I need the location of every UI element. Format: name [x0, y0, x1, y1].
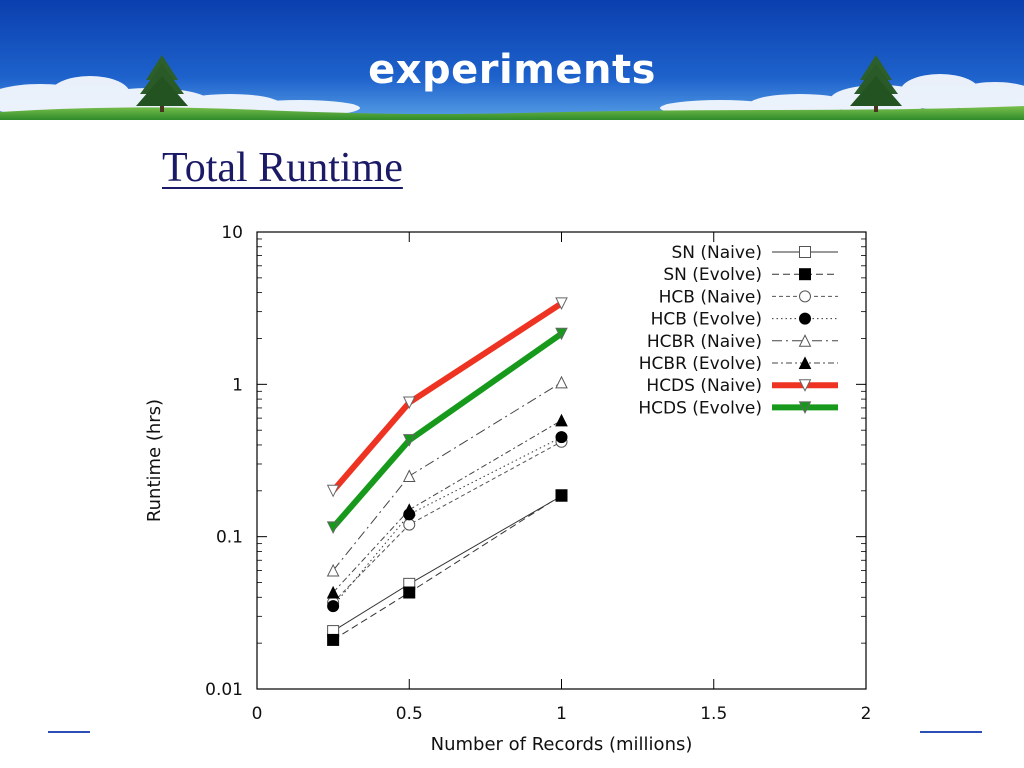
legend-marker	[799, 312, 811, 325]
legend-label: HCBR (Evolve)	[639, 354, 762, 374]
legend-label: SN (Evolve)	[663, 265, 762, 285]
data-point	[402, 396, 416, 410]
slide-banner: experiments	[0, 0, 1024, 120]
x-tick-label: 1.5	[700, 704, 727, 724]
data-point	[402, 434, 416, 447]
x-tick-label: 0	[252, 704, 263, 724]
series-line-0	[332, 495, 562, 632]
legend-label: HCDS (Evolve)	[638, 398, 762, 418]
legend-marker	[798, 401, 812, 415]
footer-line-right	[920, 731, 982, 733]
legend-marker	[799, 290, 811, 303]
series-line-3	[332, 436, 562, 607]
y-tick-label: 0.1	[216, 528, 243, 548]
y-tick-label: 0.01	[205, 680, 243, 700]
legend-marker	[799, 246, 811, 258]
data-point	[555, 431, 568, 444]
legend-marker	[799, 268, 811, 281]
cloud-left-icon	[0, 76, 360, 116]
data-point	[555, 327, 568, 341]
y-axis-label: Runtime (hrs)	[144, 399, 165, 522]
tree-left-icon	[136, 55, 188, 112]
series-line-5	[332, 419, 562, 593]
legend-label: HCBR (Naive)	[647, 332, 762, 352]
x-tick-label: 1	[556, 704, 567, 724]
legend-label: SN (Naive)	[671, 243, 762, 263]
x-tick-label: 2	[861, 704, 872, 724]
tree-right-icon	[850, 55, 902, 112]
data-point	[555, 297, 568, 310]
banner-background	[0, 0, 1024, 120]
series-line-7	[330, 331, 564, 530]
data-point	[327, 600, 340, 613]
data-point	[402, 503, 416, 516]
data-point	[326, 585, 340, 599]
series-line-6	[330, 300, 564, 493]
data-point	[555, 413, 568, 427]
y-tick-label: 1	[232, 375, 243, 395]
legend-marker	[798, 379, 812, 392]
series-line-2	[332, 441, 562, 603]
y-tick-label: 10	[221, 223, 243, 243]
slide-subtitle: Total Runtime	[162, 145, 403, 191]
x-tick-label: 0.5	[396, 704, 423, 724]
legend-label: HCDS (Naive)	[646, 376, 762, 396]
data-point	[327, 633, 340, 646]
data-point	[402, 469, 416, 483]
data-point	[326, 563, 340, 577]
data-point	[555, 375, 568, 389]
legend-label: HCB (Naive)	[659, 287, 762, 307]
legend-label: HCB (Evolve)	[651, 310, 762, 330]
legend-marker	[798, 334, 812, 347]
data-point	[555, 489, 568, 502]
footer-line-left	[48, 731, 90, 733]
data-point	[326, 484, 340, 498]
data-point	[326, 521, 340, 535]
legend-marker	[798, 356, 812, 369]
x-axis-label: Number of Records (millions)	[431, 734, 693, 755]
slide-title: experiments	[368, 47, 656, 93]
data-point	[403, 518, 416, 531]
data-point	[403, 586, 416, 599]
series-line-1	[332, 494, 562, 641]
